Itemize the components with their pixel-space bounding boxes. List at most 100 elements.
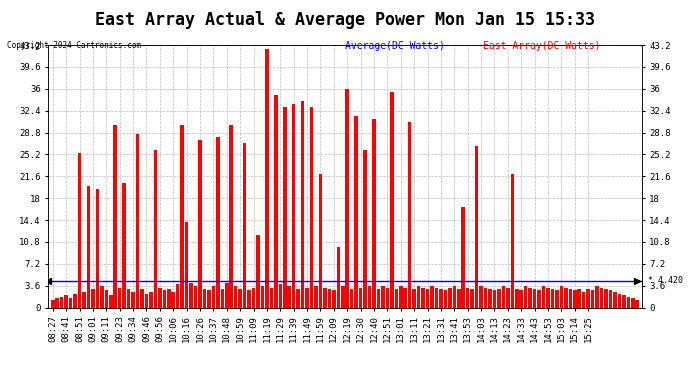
Bar	[404, 288, 407, 308]
Bar	[60, 297, 63, 307]
Bar	[131, 292, 135, 308]
Bar	[274, 95, 277, 308]
Bar	[542, 286, 545, 308]
Bar	[180, 125, 184, 308]
Bar	[82, 292, 86, 308]
Bar	[171, 292, 175, 308]
Bar	[104, 291, 108, 308]
Bar	[408, 122, 411, 308]
Bar	[622, 296, 626, 307]
Bar	[64, 296, 68, 307]
Bar	[238, 289, 242, 308]
Bar	[560, 286, 563, 308]
Bar	[55, 298, 59, 307]
Bar	[189, 283, 193, 308]
Bar	[480, 286, 483, 308]
Bar	[194, 286, 197, 308]
Bar	[390, 92, 393, 308]
Bar	[212, 286, 215, 308]
Bar	[359, 288, 362, 308]
Bar	[538, 291, 541, 308]
Bar	[506, 288, 510, 308]
Bar	[422, 288, 425, 308]
Bar	[627, 297, 630, 307]
Bar	[564, 288, 568, 308]
Bar	[386, 288, 389, 308]
Bar	[87, 186, 90, 308]
Bar	[113, 125, 117, 308]
Bar	[399, 286, 402, 308]
Bar	[154, 150, 157, 308]
Bar	[51, 300, 55, 307]
Bar	[319, 174, 322, 308]
Bar	[377, 289, 380, 308]
Bar	[466, 288, 469, 308]
Bar	[207, 291, 210, 308]
Bar	[586, 289, 590, 308]
Bar	[261, 286, 264, 308]
Bar	[176, 284, 179, 308]
Bar	[497, 289, 501, 308]
Bar	[631, 298, 635, 307]
Bar	[96, 189, 99, 308]
Bar	[364, 150, 367, 308]
Bar	[341, 286, 344, 308]
Bar	[149, 292, 152, 308]
Bar	[270, 288, 273, 308]
Bar	[431, 286, 434, 308]
Bar	[279, 284, 282, 308]
Bar	[569, 289, 572, 308]
Bar	[73, 294, 77, 307]
Bar	[511, 174, 514, 308]
Bar	[381, 286, 385, 308]
Bar	[185, 222, 188, 308]
Bar	[252, 288, 255, 308]
Bar	[100, 286, 104, 308]
Bar	[546, 288, 550, 308]
Bar	[167, 289, 170, 308]
Text: Average(DC Watts): Average(DC Watts)	[345, 41, 445, 51]
Bar	[555, 291, 559, 308]
Bar	[573, 291, 577, 308]
Bar	[595, 286, 599, 308]
Bar	[314, 286, 318, 308]
Bar	[604, 289, 608, 308]
Bar	[305, 288, 309, 308]
Bar	[453, 286, 456, 308]
Bar	[283, 107, 286, 307]
Bar	[395, 289, 398, 308]
Bar	[439, 289, 443, 308]
Bar	[140, 289, 144, 308]
Bar	[489, 289, 492, 308]
Bar	[323, 288, 326, 308]
Bar	[502, 286, 505, 308]
Bar	[413, 289, 416, 308]
Text: * 4.420: * 4.420	[648, 276, 682, 285]
Bar	[91, 289, 95, 308]
Bar	[301, 101, 304, 308]
Bar	[578, 289, 581, 308]
Bar	[230, 125, 233, 308]
Bar	[493, 291, 496, 308]
Bar	[609, 291, 612, 308]
Bar	[444, 291, 447, 308]
Bar	[265, 49, 268, 308]
Bar	[145, 294, 148, 307]
Bar	[533, 289, 536, 308]
Bar	[417, 286, 420, 308]
Bar	[69, 298, 72, 307]
Bar	[462, 207, 465, 308]
Bar	[109, 296, 112, 307]
Bar	[355, 116, 358, 308]
Bar	[529, 288, 532, 308]
Bar	[136, 134, 139, 308]
Text: East Array(DC Watts): East Array(DC Watts)	[483, 41, 600, 51]
Bar	[613, 292, 617, 308]
Bar	[118, 288, 121, 308]
Bar	[515, 289, 519, 308]
Bar	[600, 288, 603, 308]
Bar	[310, 107, 313, 307]
Bar	[618, 294, 621, 307]
Text: East Array Actual & Average Power Mon Jan 15 15:33: East Array Actual & Average Power Mon Ja…	[95, 11, 595, 29]
Bar	[346, 89, 349, 308]
